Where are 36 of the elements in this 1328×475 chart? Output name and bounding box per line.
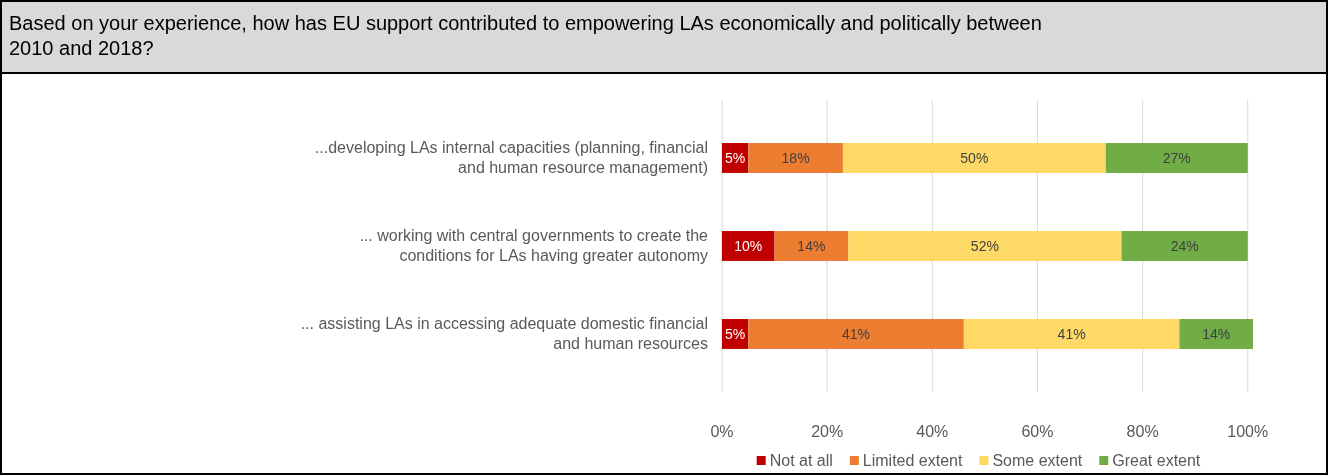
- bar: [748, 319, 964, 349]
- legend-label: Great extent: [1112, 452, 1201, 469]
- data-label: 18%: [781, 149, 810, 166]
- text: Based on your experience, how has EU support contributed to empowering LAs economically and politically between 2010 and 2018?: [9, 12, 1042, 59]
- data-label: 41%: [1057, 325, 1086, 342]
- y-tick-label: ... assisting LAs in accessing adequate domestic financial and human resources: [300, 315, 708, 352]
- bar: [963, 319, 1180, 349]
- data-label: 50%: [960, 149, 989, 166]
- bar: [722, 231, 775, 261]
- x-tick-label: 40%: [916, 423, 949, 440]
- data-label: 5%: [725, 325, 746, 342]
- legend-label: Limited extent: [862, 452, 963, 469]
- x-tick-label: 0%: [710, 423, 734, 440]
- bar: [774, 231, 849, 261]
- data-label: 5%: [725, 149, 746, 166]
- data-label: 27%: [1162, 149, 1191, 166]
- data-label: 14%: [797, 237, 826, 254]
- bar: [848, 231, 1122, 261]
- data-label: 24%: [1170, 237, 1199, 254]
- x-tick-label: 80%: [1126, 423, 1159, 440]
- data-label: 10%: [734, 237, 763, 254]
- bar: [1179, 319, 1253, 349]
- y-tick-label: ...developing LAs internal capacities (planning, financial and human resource management): [314, 139, 708, 176]
- x-tick-label: 20%: [811, 423, 844, 440]
- x-tick-label: 60%: [1021, 423, 1054, 440]
- bar: [1105, 143, 1248, 173]
- legend-label: Some extent: [992, 452, 1083, 469]
- y-tick-label: ... working with central governments to create the conditions for LAs having greater autonomy: [359, 227, 709, 264]
- bar: [842, 143, 1106, 173]
- data-label: 14%: [1202, 325, 1231, 342]
- bar: [748, 143, 843, 173]
- data-label: 52%: [970, 237, 999, 254]
- legend-label: Not at all: [769, 452, 833, 469]
- data-label: 41%: [842, 325, 871, 342]
- bar: [1121, 231, 1248, 261]
- x-tick-label: 100%: [1227, 423, 1269, 440]
